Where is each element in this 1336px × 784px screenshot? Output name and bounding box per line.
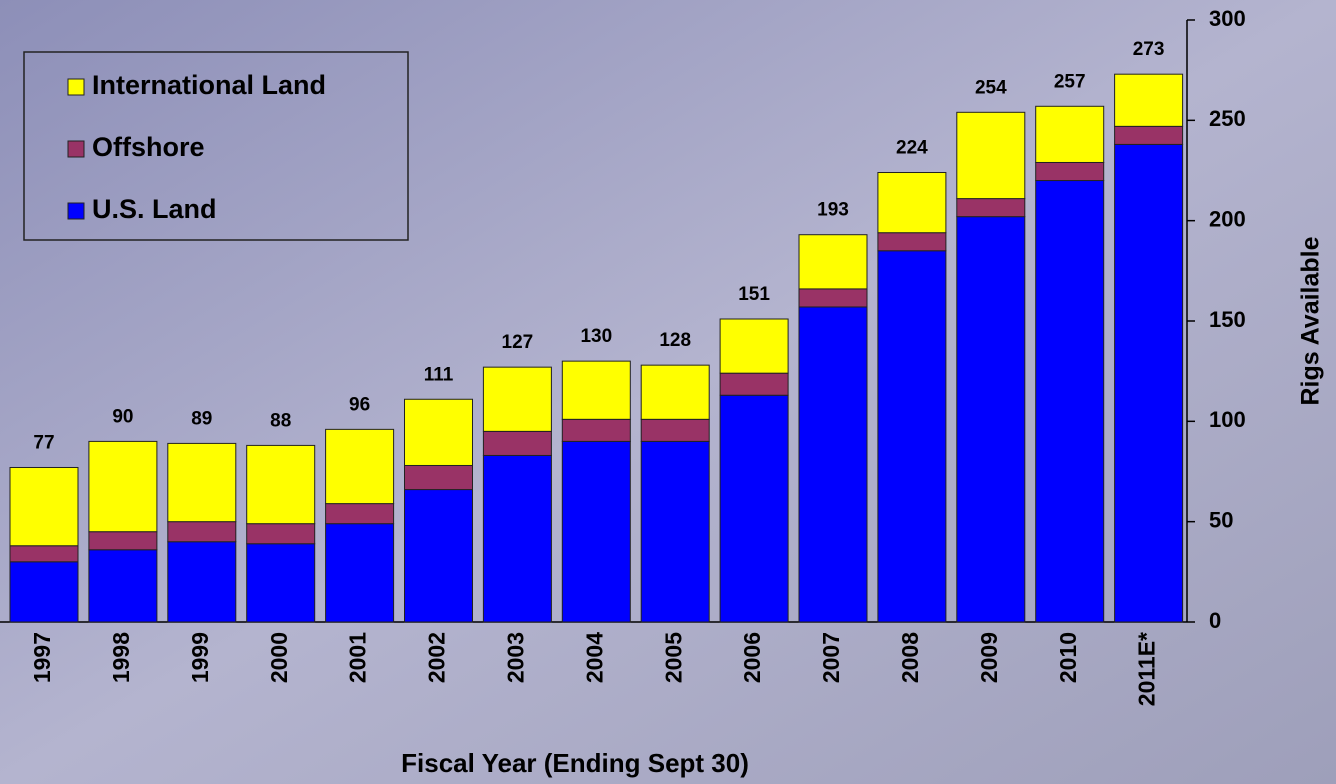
x-tick-label: 1997 — [29, 632, 55, 683]
y-tick-label: 150 — [1209, 307, 1246, 332]
total-label: 89 — [191, 408, 212, 429]
y-tick-label: 50 — [1209, 507, 1233, 532]
bar-segment — [561, 360, 631, 420]
bar-segment — [9, 466, 79, 547]
total-label: 257 — [1054, 71, 1086, 92]
total-label: 90 — [112, 406, 133, 427]
bar-segment — [561, 440, 631, 623]
bar-segment — [877, 232, 947, 252]
y-tick-label: 300 — [1209, 6, 1246, 31]
legend-box — [23, 51, 409, 241]
bar-segment — [325, 428, 395, 505]
x-tick-label: 2007 — [818, 632, 844, 683]
total-label: 224 — [896, 138, 928, 159]
bar-segment — [88, 440, 158, 533]
bar-segment — [167, 541, 237, 623]
bar-segment — [719, 318, 789, 374]
bar-segment — [956, 216, 1026, 623]
bar-segment — [640, 440, 710, 623]
bar-segment — [956, 111, 1026, 200]
bar-segment — [167, 442, 237, 523]
total-label: 111 — [424, 364, 454, 385]
x-tick-label: 2002 — [424, 632, 450, 683]
total-label: 273 — [1133, 39, 1165, 60]
x-tick-label: 2009 — [976, 632, 1002, 683]
bar-segment — [9, 561, 79, 623]
bar-segment — [561, 418, 631, 442]
bar-segment — [719, 372, 789, 396]
total-label: 96 — [349, 394, 370, 415]
x-tick-label: 2006 — [739, 632, 765, 683]
bar-segment — [956, 198, 1026, 218]
y-tick-label: 200 — [1209, 206, 1246, 231]
x-axis-title: Fiscal Year (Ending Sept 30) — [401, 748, 749, 778]
x-tick-label: 2004 — [581, 632, 607, 683]
legend-swatch — [67, 202, 85, 220]
bar-segment — [325, 503, 395, 525]
bar-segment — [1035, 105, 1105, 163]
bar-segment — [246, 523, 316, 545]
bar-segment — [482, 454, 552, 623]
total-label: 77 — [33, 433, 54, 454]
legend-label: Offshore — [92, 132, 205, 162]
bar-segment — [1035, 161, 1105, 182]
y-axis-title: Rigs Available — [1297, 236, 1325, 405]
bar-segment — [1035, 180, 1105, 623]
bar-segment — [640, 364, 710, 420]
legend-label: U.S. Land — [92, 194, 217, 224]
total-label: 254 — [975, 77, 1007, 98]
bar-segment — [640, 418, 710, 442]
bar-segment — [1114, 125, 1184, 145]
total-label: 130 — [580, 326, 612, 347]
x-tick-label: 2003 — [502, 632, 528, 683]
bar-segment — [404, 398, 473, 466]
legend-swatch — [67, 78, 85, 96]
y-tick-label: 100 — [1209, 407, 1246, 432]
bar-segment — [877, 172, 947, 234]
legend-label: International Land — [92, 70, 326, 100]
bar-segment — [167, 521, 237, 543]
total-label: 151 — [738, 284, 770, 305]
bar-segment — [877, 250, 947, 623]
x-tick-label: 2011E* — [1134, 632, 1160, 706]
bar-segment — [482, 430, 552, 456]
bar-segment — [482, 366, 552, 432]
x-tick-label: 2008 — [897, 632, 923, 683]
bar-segment — [719, 394, 789, 623]
bar-segment — [404, 464, 473, 491]
bar-segment — [88, 549, 158, 623]
x-tick-label: 1999 — [187, 632, 213, 683]
bar-segment — [88, 531, 158, 551]
bar-segment — [1114, 73, 1184, 127]
total-label: 193 — [817, 200, 849, 221]
total-label: 127 — [502, 332, 534, 353]
total-label: 128 — [659, 330, 691, 351]
legend-swatch — [67, 140, 85, 158]
x-tick-label: 1998 — [108, 632, 134, 683]
x-tick-label: 2000 — [266, 632, 292, 683]
bar-segment — [798, 288, 868, 308]
x-tick-label: 2001 — [345, 632, 371, 683]
bar-segment — [246, 543, 316, 623]
bar-segment — [246, 444, 316, 525]
bar-segment — [798, 306, 868, 623]
x-tick-label: 2005 — [660, 632, 686, 683]
bar-segment — [798, 234, 868, 290]
bar-segment — [1114, 143, 1184, 623]
bar-segment — [9, 545, 79, 563]
total-label: 88 — [270, 410, 291, 431]
y-tick-label: 250 — [1209, 106, 1246, 131]
x-tick-label: 2010 — [1055, 632, 1081, 683]
bar-segment — [404, 489, 473, 623]
bar-segment — [325, 523, 395, 623]
y-tick-label: 0 — [1209, 608, 1221, 633]
